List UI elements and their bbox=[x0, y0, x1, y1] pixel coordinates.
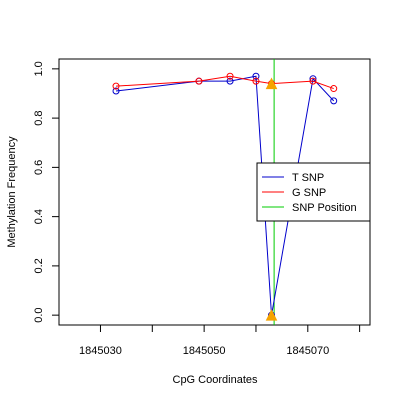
y-axis-label: Methylation Frequency bbox=[6, 136, 18, 248]
y-tick-label: 0.2 bbox=[33, 258, 45, 273]
snp-marker-triangle bbox=[265, 309, 278, 321]
g-snp-point bbox=[195, 77, 203, 85]
legend-label-g-snp: G SNP bbox=[292, 187, 326, 199]
y-tick-label: 0.8 bbox=[33, 110, 45, 125]
legend: T SNP G SNP SNP Position bbox=[256, 162, 371, 222]
t-snp-point bbox=[309, 75, 317, 83]
x-axis: 1845030 1845050 1845070 bbox=[79, 325, 361, 357]
x-tick-label: 1845070 bbox=[286, 345, 329, 357]
g-snp-line bbox=[115, 75, 334, 90]
t-snp-point bbox=[252, 72, 260, 80]
x-tick-label: 1845050 bbox=[183, 345, 226, 357]
g-snp-point bbox=[252, 77, 260, 85]
g-snp-point bbox=[226, 72, 234, 80]
y-tick-label: 0.6 bbox=[33, 160, 45, 175]
y-tick-label: 0.0 bbox=[33, 307, 45, 322]
x-axis-label: CpG Coordinates bbox=[173, 374, 258, 386]
legend-label-t-snp: T SNP bbox=[292, 172, 324, 184]
g-snp-point bbox=[309, 77, 317, 85]
x-tick-label: 1845030 bbox=[79, 345, 122, 357]
g-snp-point bbox=[330, 85, 338, 93]
y-tick-label: 1.0 bbox=[33, 61, 45, 76]
t-snp-point bbox=[226, 77, 234, 85]
t-snp-point bbox=[112, 87, 120, 95]
y-tick-label: 0.4 bbox=[33, 209, 45, 224]
t-snp-point bbox=[330, 97, 338, 105]
legend-label-snp-position: SNP Position bbox=[292, 202, 357, 214]
snp-marker-triangle bbox=[265, 77, 278, 90]
y-axis: 0.0 0.2 0.4 0.6 0.8 1.0 bbox=[33, 61, 59, 323]
g-snp-point bbox=[112, 82, 120, 90]
